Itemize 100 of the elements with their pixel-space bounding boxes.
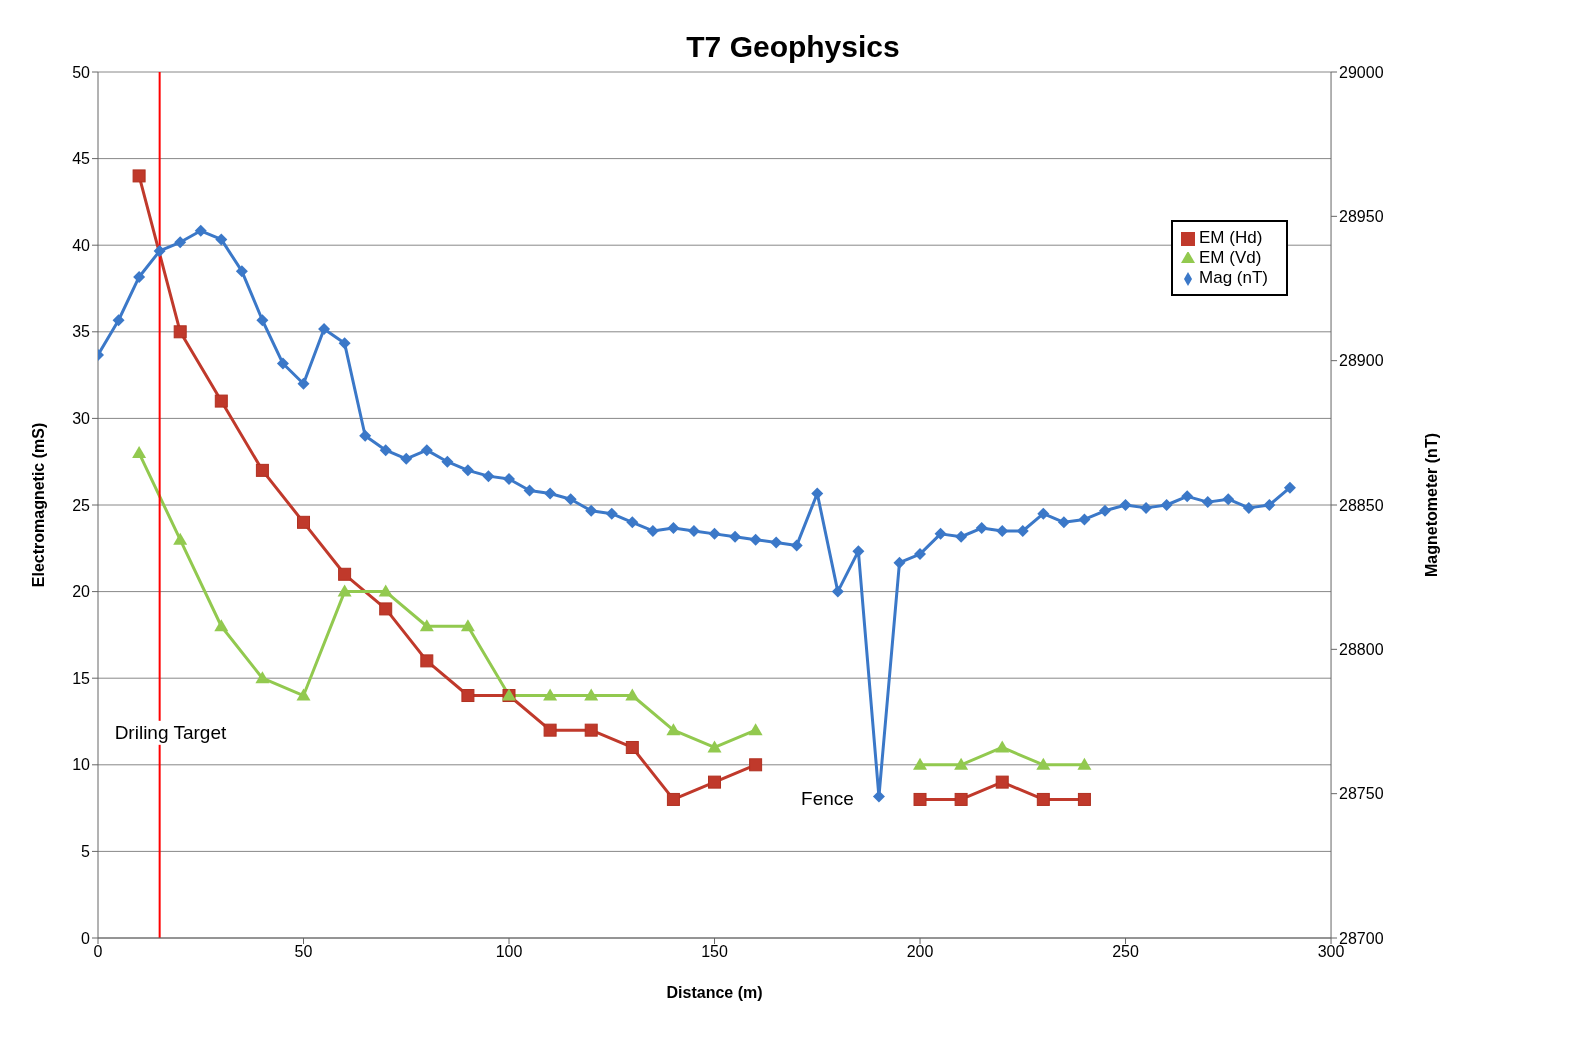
y2-axis-title: Magnetometer (nT) (1422, 433, 1440, 577)
point (194, 224, 207, 237)
point (112, 314, 125, 327)
point (913, 757, 928, 770)
point (708, 775, 722, 789)
point (420, 444, 433, 457)
point (934, 527, 947, 540)
point (256, 314, 269, 327)
point (707, 740, 722, 753)
point (995, 740, 1010, 753)
point (646, 524, 659, 537)
point (955, 530, 968, 543)
point (1036, 792, 1050, 806)
x-tick-label: 0 (93, 943, 103, 961)
point (214, 619, 229, 632)
point (544, 487, 557, 500)
point (420, 654, 434, 668)
y-tick-label: 35 (72, 323, 91, 341)
y-tick-label: 5 (81, 843, 91, 861)
point (708, 527, 721, 540)
point (626, 516, 639, 529)
point (729, 530, 742, 543)
point (523, 484, 536, 497)
point (338, 337, 351, 350)
point (852, 545, 865, 558)
point (379, 444, 392, 457)
point (1222, 493, 1235, 506)
point (625, 740, 639, 754)
y-tick-label: 50 (72, 63, 91, 81)
legend-label: EM (Hd) (1199, 228, 1263, 247)
point (666, 792, 680, 806)
point (215, 233, 228, 246)
point (174, 236, 187, 249)
point (584, 688, 599, 701)
point (770, 536, 783, 549)
y-tick-label: 15 (72, 669, 91, 687)
x-axis-title: Distance (m) (666, 984, 763, 1001)
y-tick-label: 30 (72, 410, 91, 428)
point (132, 446, 147, 459)
y-tick-label: 10 (72, 756, 91, 774)
x-tick-label: 150 (701, 943, 728, 961)
point (625, 688, 640, 701)
point (359, 429, 372, 442)
x-tick-label: 50 (294, 943, 313, 961)
point (954, 792, 968, 806)
point (1140, 501, 1153, 514)
point (255, 463, 269, 477)
point (1181, 490, 1194, 503)
point (173, 325, 187, 339)
point (1036, 757, 1051, 770)
y2-tick-label: 28750 (1339, 785, 1384, 803)
point (255, 671, 270, 684)
point (995, 775, 1009, 789)
y2-tick-label: 28800 (1339, 641, 1384, 659)
point (1077, 757, 1092, 770)
point (214, 394, 228, 408)
point (378, 584, 393, 597)
point (1283, 481, 1296, 494)
point (1057, 516, 1070, 529)
point (1201, 496, 1214, 509)
legend-label: Mag (nT) (1199, 268, 1268, 287)
point (1242, 501, 1255, 514)
point (893, 556, 906, 569)
point (296, 688, 311, 701)
point (318, 322, 331, 335)
point (748, 723, 763, 736)
point (1263, 499, 1276, 511)
point (749, 758, 763, 772)
point (954, 757, 969, 770)
point (564, 493, 577, 506)
point (400, 452, 413, 465)
point (419, 619, 434, 632)
point (543, 723, 557, 737)
point (1077, 792, 1091, 806)
y2-tick-label: 28950 (1339, 208, 1384, 226)
point (133, 270, 146, 283)
point (1160, 499, 1173, 511)
point (1119, 499, 1132, 511)
x-tick-label: 300 (1317, 943, 1345, 961)
chart-title: T7 Geophysics (685, 30, 901, 64)
point (337, 584, 352, 597)
point (667, 522, 680, 535)
point (749, 533, 762, 546)
point (173, 532, 188, 545)
point (687, 524, 700, 537)
point (461, 464, 474, 477)
x-tick-label: 100 (495, 943, 523, 961)
point (1078, 513, 1091, 526)
y2-tick-label: 28850 (1339, 496, 1384, 514)
point (235, 265, 248, 278)
point (153, 244, 166, 257)
y-tick-label: 40 (72, 236, 91, 254)
point (276, 357, 289, 370)
y-tick-label: 25 (72, 496, 91, 514)
point (543, 688, 558, 701)
y-tick-label: 20 (72, 583, 91, 601)
point (503, 473, 516, 486)
point (914, 548, 927, 561)
y2-tick-label: 28900 (1339, 352, 1384, 370)
point (297, 377, 310, 390)
